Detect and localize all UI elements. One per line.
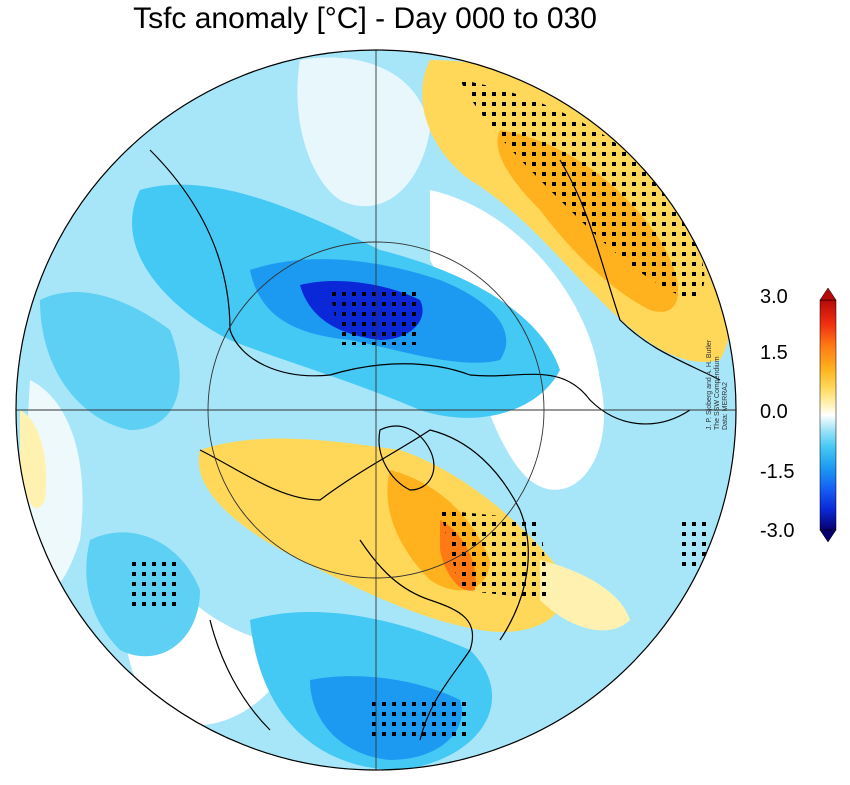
map-border <box>15 49 737 771</box>
colorbar-tick-label: 1.5 <box>760 342 788 364</box>
map-title: Tsfc anomaly [°C] - Day 000 to 030 <box>133 2 597 35</box>
graticule <box>16 50 736 770</box>
colorbar <box>819 287 837 543</box>
credit-line: J. P. Sjoberg and A. H. Butler <box>706 339 713 430</box>
colorbar-tick-label: -3.0 <box>760 520 795 542</box>
significance-stippling <box>130 80 710 740</box>
colorbar-tick-label: 0.0 <box>760 401 788 423</box>
credit-text: J. P. Sjoberg and A. H. Butler The SSW C… <box>706 310 746 430</box>
warm-region-west <box>20 410 47 509</box>
colorbar-min-arrow <box>819 529 837 543</box>
colorbar-tick-label: 3.0 <box>760 286 788 308</box>
neutral-region-north <box>297 57 430 207</box>
credit-line: The SSW Compendium <box>714 356 721 430</box>
warm-region-south <box>540 560 630 631</box>
colorbar-max-arrow <box>819 287 837 301</box>
coastlines <box>149 149 721 741</box>
colorbar-tick-label: -1.5 <box>760 461 795 483</box>
anomaly-field <box>16 50 736 770</box>
cold-region-west-atlantic <box>40 291 180 430</box>
credit-line: Data: MERRA2 <box>722 382 729 430</box>
